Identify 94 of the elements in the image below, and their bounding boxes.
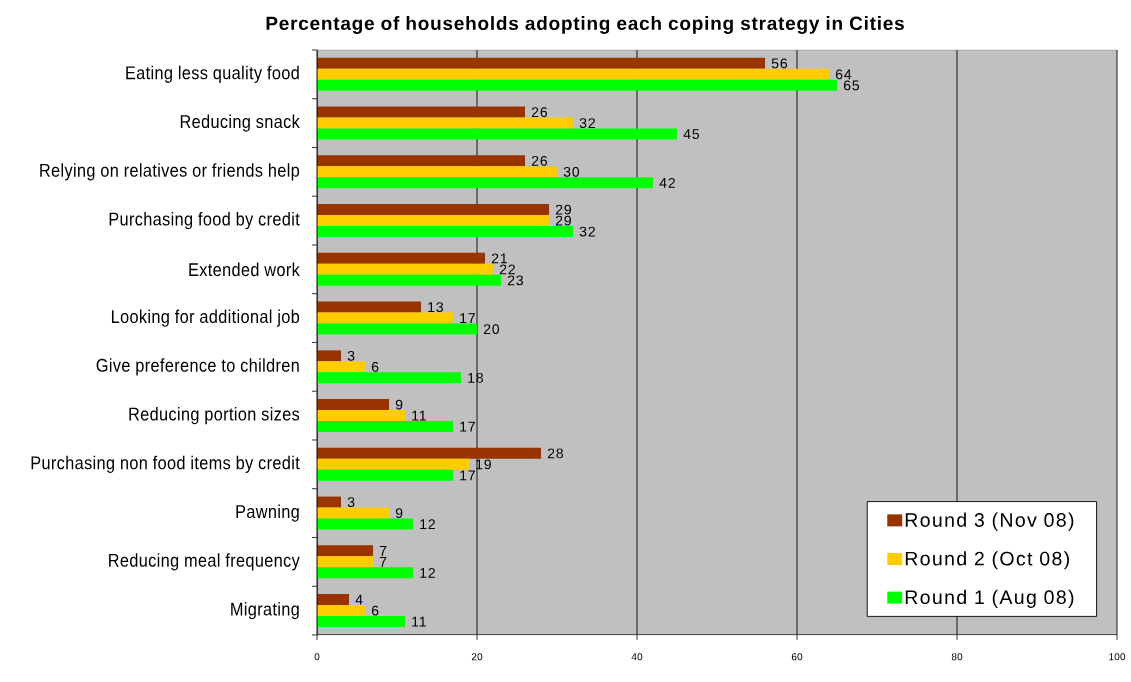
bar — [317, 616, 406, 628]
data-label: 17 — [460, 313, 475, 323]
data-label: 21 — [491, 253, 507, 264]
data-label: 20 — [483, 324, 500, 335]
bar — [317, 252, 486, 264]
bar — [317, 106, 526, 118]
data-label: 45 — [683, 129, 700, 139]
bar — [317, 507, 390, 519]
bar — [317, 399, 390, 411]
bar — [317, 556, 374, 568]
data-label: 9 — [395, 508, 403, 519]
x-tick-label: 20 — [471, 653, 483, 661]
bar — [317, 567, 414, 579]
data-label: 30 — [563, 166, 580, 177]
bar — [317, 312, 454, 324]
y-tick-label: Reducing portion sizes — [129, 406, 300, 425]
x-tick-label: 100 — [1109, 653, 1126, 661]
bar — [317, 215, 550, 227]
data-label: 17 — [460, 421, 475, 432]
data-label: 12 — [420, 567, 435, 578]
bar — [317, 68, 830, 80]
data-label: 56 — [771, 58, 787, 69]
bar — [317, 263, 494, 275]
bar — [317, 274, 502, 286]
bar — [317, 372, 462, 384]
y-tick-label: Migrating — [231, 601, 299, 620]
data-label: 13 — [428, 302, 443, 313]
data-label: 17 — [460, 470, 475, 481]
data-label: 23 — [507, 275, 523, 286]
data-label: 4 — [355, 594, 363, 605]
bar — [317, 128, 678, 140]
legend-label: Round 1 (Aug 08) — [905, 589, 1074, 608]
data-label: 3 — [347, 497, 355, 508]
data-label: 3 — [347, 350, 355, 361]
data-label: 12 — [420, 519, 435, 529]
data-label: 18 — [468, 372, 483, 383]
bar — [317, 496, 342, 508]
y-tick-label: Extended work — [189, 262, 300, 277]
chart-title: Percentage of households adopting each coping strategy in Cities — [266, 16, 904, 34]
bar — [317, 301, 422, 313]
bar — [317, 117, 574, 129]
data-label: 32 — [579, 226, 595, 237]
y-tick-label: Reducing meal frequency — [109, 553, 300, 571]
data-label: 9 — [395, 399, 403, 410]
data-label: 6 — [371, 361, 379, 372]
bar — [317, 155, 526, 167]
data-label: 65 — [843, 80, 860, 91]
x-tick-label: 40 — [631, 653, 643, 661]
bar — [317, 605, 366, 617]
data-label: 42 — [659, 177, 675, 188]
data-label: 28 — [547, 448, 563, 459]
data-label: 29 — [555, 215, 571, 226]
x-tick-label: 0 — [314, 653, 320, 661]
y-tick-label: Relying on relatives or friends help — [40, 163, 300, 181]
data-label: 7 — [379, 557, 387, 567]
legend-label: Round 3 (Nov 08) — [905, 512, 1074, 531]
bar — [317, 177, 654, 189]
bar — [317, 323, 478, 335]
bar — [317, 594, 350, 606]
data-label: 19 — [476, 459, 491, 470]
data-label: 11 — [412, 616, 426, 627]
bar — [317, 57, 766, 69]
y-tick-label: Reducing snack — [180, 114, 300, 132]
bar — [317, 421, 454, 433]
bar — [317, 545, 374, 557]
y-tick-label: Give preference to children — [96, 358, 299, 376]
y-tick-label: Looking for additional job — [111, 309, 300, 327]
y-tick-label: Purchasing food by credit — [109, 211, 300, 230]
bar — [317, 458, 470, 470]
data-label: 7 — [379, 546, 387, 556]
bar — [317, 204, 550, 216]
bar — [317, 518, 414, 530]
bar — [317, 226, 574, 238]
y-tick-label: Purchasing non food items by credit — [31, 455, 300, 473]
bar — [317, 79, 838, 91]
data-label: 26 — [531, 107, 547, 118]
data-label: 22 — [499, 264, 515, 275]
legend-label: Round 2 (Oct 08) — [905, 551, 1069, 570]
data-label: 29 — [555, 204, 571, 215]
data-label: 64 — [835, 69, 852, 80]
y-tick-label: Eating less quality food — [126, 65, 299, 83]
bar — [317, 469, 454, 481]
data-label: 26 — [531, 155, 547, 166]
x-tick-label: 60 — [791, 653, 803, 661]
y-tick-label: Pawning — [236, 504, 299, 522]
bar — [317, 166, 558, 178]
data-label: 11 — [412, 410, 426, 421]
bar — [317, 410, 406, 422]
bar — [317, 447, 542, 459]
data-label: 32 — [579, 118, 595, 129]
bar — [317, 350, 342, 362]
data-label: 6 — [371, 605, 379, 616]
bar — [317, 361, 366, 373]
x-tick-label: 80 — [951, 653, 963, 661]
